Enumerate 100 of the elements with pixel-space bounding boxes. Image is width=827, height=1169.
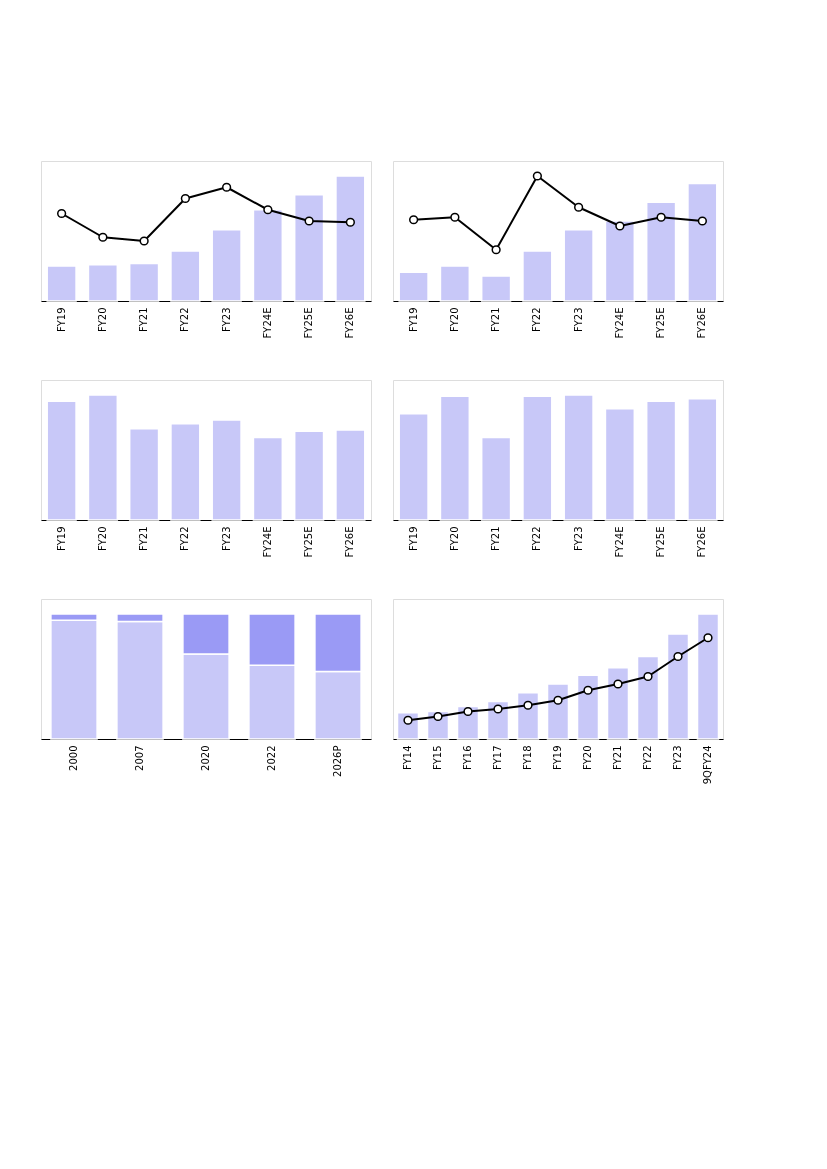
x-tick-label: FY19 (407, 307, 419, 333)
bar (293, 430, 325, 521)
bar (636, 655, 660, 740)
bar (480, 275, 512, 302)
bar (252, 436, 284, 521)
bar (46, 400, 77, 521)
x-tick-label: FY23 (572, 526, 584, 552)
x-tick-label: FY26E (344, 526, 356, 558)
bar (335, 175, 366, 302)
bar (687, 398, 718, 521)
point (574, 202, 584, 212)
point (263, 205, 273, 215)
bar (170, 250, 201, 302)
point (433, 711, 443, 722)
x-tick-label: FY21 (138, 526, 150, 552)
x-tick-label: FY20 (96, 526, 108, 552)
x-tick-label: FY24E (613, 526, 625, 558)
bar (128, 262, 160, 302)
x-tick-label: FY21 (138, 307, 150, 333)
bar (696, 613, 720, 740)
bar (563, 229, 594, 302)
bar (576, 674, 600, 740)
point (643, 671, 653, 682)
point (491, 245, 501, 255)
bar (604, 220, 636, 302)
x-tick-label: FY23 (672, 745, 683, 771)
point (222, 182, 232, 192)
point (532, 171, 542, 181)
point (673, 651, 683, 662)
bar (645, 400, 677, 521)
x-tick-label: FY25E (303, 526, 315, 558)
point (583, 685, 593, 695)
x-tick-label: 2026P (332, 745, 343, 777)
x-tick-label: FY24E (613, 307, 625, 339)
bar (398, 271, 429, 302)
point (139, 236, 149, 246)
x-tick-label: FY17 (492, 745, 503, 771)
x-tick-label: FY18 (522, 745, 533, 771)
bar (439, 265, 471, 302)
x-tick-label: 2020 (200, 745, 211, 771)
x-tick-label: 2007 (134, 745, 145, 771)
bar (546, 683, 570, 740)
x-tick-label: FY20 (448, 526, 460, 552)
x-tick-label: FY23 (220, 526, 232, 552)
point (613, 679, 623, 689)
point (656, 212, 666, 222)
bar (87, 264, 119, 302)
bar (46, 265, 77, 302)
point (98, 232, 108, 242)
point (463, 706, 473, 717)
point (523, 700, 533, 710)
x-tick-label: FY24E (261, 526, 273, 558)
x-tick-label: FY22 (642, 745, 653, 771)
x-tick-label: 2000 (68, 745, 79, 771)
point (409, 215, 419, 225)
bar (604, 408, 636, 521)
bar (606, 667, 630, 740)
x-tick-label: FY26E (696, 307, 708, 339)
x-tick-label: FY22 (179, 307, 191, 333)
x-tick-label: FY22 (179, 526, 191, 552)
point (450, 212, 460, 222)
bar (211, 419, 242, 521)
x-tick-label: FY25E (303, 307, 315, 339)
x-tick-label: FY25E (655, 307, 667, 339)
point (180, 193, 190, 204)
x-tick-label: FY22 (531, 526, 543, 552)
bar (335, 429, 366, 521)
bar (87, 394, 119, 521)
x-tick-label: FY15 (432, 745, 443, 771)
x-tick-label: FY20 (448, 307, 460, 333)
bar (128, 428, 160, 521)
point (304, 216, 314, 226)
point (615, 221, 625, 231)
point (57, 208, 67, 219)
point (345, 217, 355, 227)
bar (480, 436, 512, 521)
bar (516, 692, 540, 740)
point (703, 633, 713, 643)
bar (522, 395, 553, 521)
x-tick-label: FY19 (55, 307, 67, 333)
bar (293, 194, 325, 302)
x-tick-label: FY21 (490, 307, 502, 333)
x-tick-label: FY23 (572, 307, 584, 333)
bar (666, 633, 690, 740)
x-tick-label: FY23 (220, 307, 232, 333)
x-tick-label: FY26E (344, 307, 356, 339)
x-tick-label: FY19 (407, 526, 419, 552)
bar (563, 394, 594, 521)
x-tick-label: FY19 (55, 526, 67, 552)
x-tick-label: FY14 (402, 745, 413, 771)
x-tick-label: 9QFY24 (702, 745, 713, 785)
point (553, 695, 563, 705)
bar (439, 395, 471, 521)
x-tick-label: FY21 (612, 745, 623, 771)
x-tick-label: FY19 (552, 745, 563, 771)
bar (522, 250, 553, 302)
x-tick-label: FY20 (96, 307, 108, 333)
bar (252, 209, 284, 302)
point (493, 704, 503, 714)
bar (687, 182, 718, 302)
